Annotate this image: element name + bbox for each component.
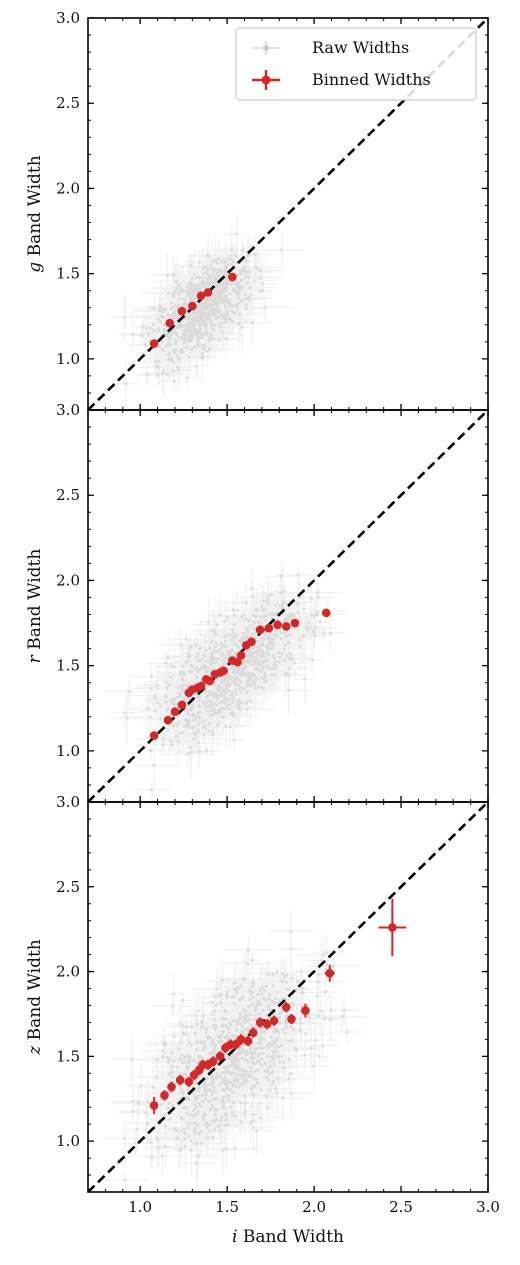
binned-point bbox=[203, 288, 213, 297]
reference-line-y-equals-x bbox=[88, 802, 488, 1192]
binned-point bbox=[281, 1002, 291, 1013]
binned-point bbox=[160, 1090, 169, 1101]
reference-line-y-equals-x bbox=[88, 410, 488, 802]
y-tick-label: 1.5 bbox=[56, 265, 80, 283]
x-tick-label: 2.0 bbox=[302, 1198, 326, 1216]
binned-point bbox=[149, 731, 159, 740]
binned-point bbox=[290, 618, 300, 628]
legend: Raw Widths Binned Widths bbox=[235, 27, 477, 101]
raw-widths-cloud bbox=[105, 559, 348, 798]
binned-point bbox=[196, 291, 206, 301]
panel-2: 1.0 1.5 2.0 2.5 3.0 r Band Width bbox=[25, 401, 489, 803]
binned-point bbox=[262, 1019, 272, 1030]
binned-point bbox=[247, 637, 256, 647]
binned-point bbox=[205, 676, 215, 686]
y-axis-label: z Band Width bbox=[25, 939, 45, 1056]
x-tick-label: 1.0 bbox=[128, 1198, 152, 1216]
legend-marker-binned bbox=[252, 70, 280, 90]
binned-point bbox=[149, 339, 159, 348]
binned-point bbox=[196, 681, 206, 691]
binned-point bbox=[233, 657, 242, 667]
y-tick-label: 1.5 bbox=[56, 657, 80, 675]
binned-point bbox=[287, 1013, 296, 1025]
y-tick-label: 2.5 bbox=[56, 486, 80, 504]
y-tick-label: 2.5 bbox=[56, 878, 80, 896]
y-tick-label: 1.5 bbox=[56, 1047, 80, 1065]
y-tick-label: 3.0 bbox=[56, 401, 80, 419]
binned-point bbox=[184, 1076, 194, 1087]
binned-point bbox=[378, 898, 407, 957]
binned-point bbox=[170, 707, 180, 716]
raw-widths-cloud bbox=[107, 211, 305, 410]
y-tick-label: 2.0 bbox=[56, 179, 80, 197]
axes-frame bbox=[87, 801, 489, 1193]
x-tick-label: 1.5 bbox=[215, 1198, 239, 1216]
binned-point bbox=[236, 651, 246, 660]
y-tick-label: 2.5 bbox=[56, 94, 80, 112]
binned-point bbox=[208, 1056, 218, 1067]
binned-point bbox=[324, 964, 335, 982]
binned-point bbox=[264, 623, 274, 633]
legend-marker-raw bbox=[252, 41, 280, 55]
y-tick-label: 2.0 bbox=[56, 963, 80, 981]
y-tick-label: 1.0 bbox=[56, 350, 80, 368]
binned-point bbox=[165, 318, 175, 328]
legend-label-raw: Raw Widths bbox=[312, 38, 409, 57]
binned-point bbox=[177, 700, 187, 710]
panel-3: 1.0 1.5 2.0 2.5 3.0 1.0 1.5 2.0 2.5 3.0 z Band Wid… bbox=[25, 793, 500, 1247]
binned-point bbox=[255, 625, 265, 635]
binned-point bbox=[188, 301, 197, 311]
binned-point bbox=[175, 1075, 185, 1086]
y-tick-label: 3.0 bbox=[56, 793, 80, 811]
binned-point bbox=[273, 620, 282, 630]
binned-point bbox=[236, 1034, 246, 1045]
y-axis-label: r Band Width bbox=[25, 549, 45, 664]
binned-point bbox=[163, 715, 173, 725]
y-axis-label: g Band Width bbox=[25, 155, 45, 272]
y-tick-label: 1.0 bbox=[56, 742, 80, 760]
binned-point bbox=[269, 1015, 279, 1026]
x-tick-label: 2.5 bbox=[389, 1198, 413, 1216]
legend-label-binned: Binned Widths bbox=[312, 70, 431, 89]
x-axis-label: i Band Width bbox=[232, 1227, 344, 1247]
binned-point bbox=[281, 622, 291, 631]
binned-point bbox=[255, 1017, 265, 1028]
binned-point bbox=[219, 666, 228, 676]
binned-point bbox=[321, 608, 331, 618]
binned-point bbox=[301, 1003, 310, 1018]
binned-point bbox=[177, 306, 187, 316]
binned-point bbox=[243, 1036, 253, 1047]
y-tick-label: 3.0 bbox=[56, 9, 80, 27]
y-tick-label: 1.0 bbox=[56, 1132, 80, 1150]
binned-point bbox=[248, 1027, 258, 1038]
binned-point bbox=[228, 272, 237, 282]
y-tick-label: 2.0 bbox=[56, 571, 80, 589]
panel-1: 1.0 1.5 2.0 2.5 3.0 g Band Width Raw Widths Bin… bbox=[25, 9, 489, 411]
binned-point bbox=[167, 1081, 176, 1092]
x-tick-label: 3.0 bbox=[476, 1198, 500, 1216]
binned-point bbox=[215, 1051, 225, 1062]
binned-point bbox=[149, 1097, 159, 1114]
